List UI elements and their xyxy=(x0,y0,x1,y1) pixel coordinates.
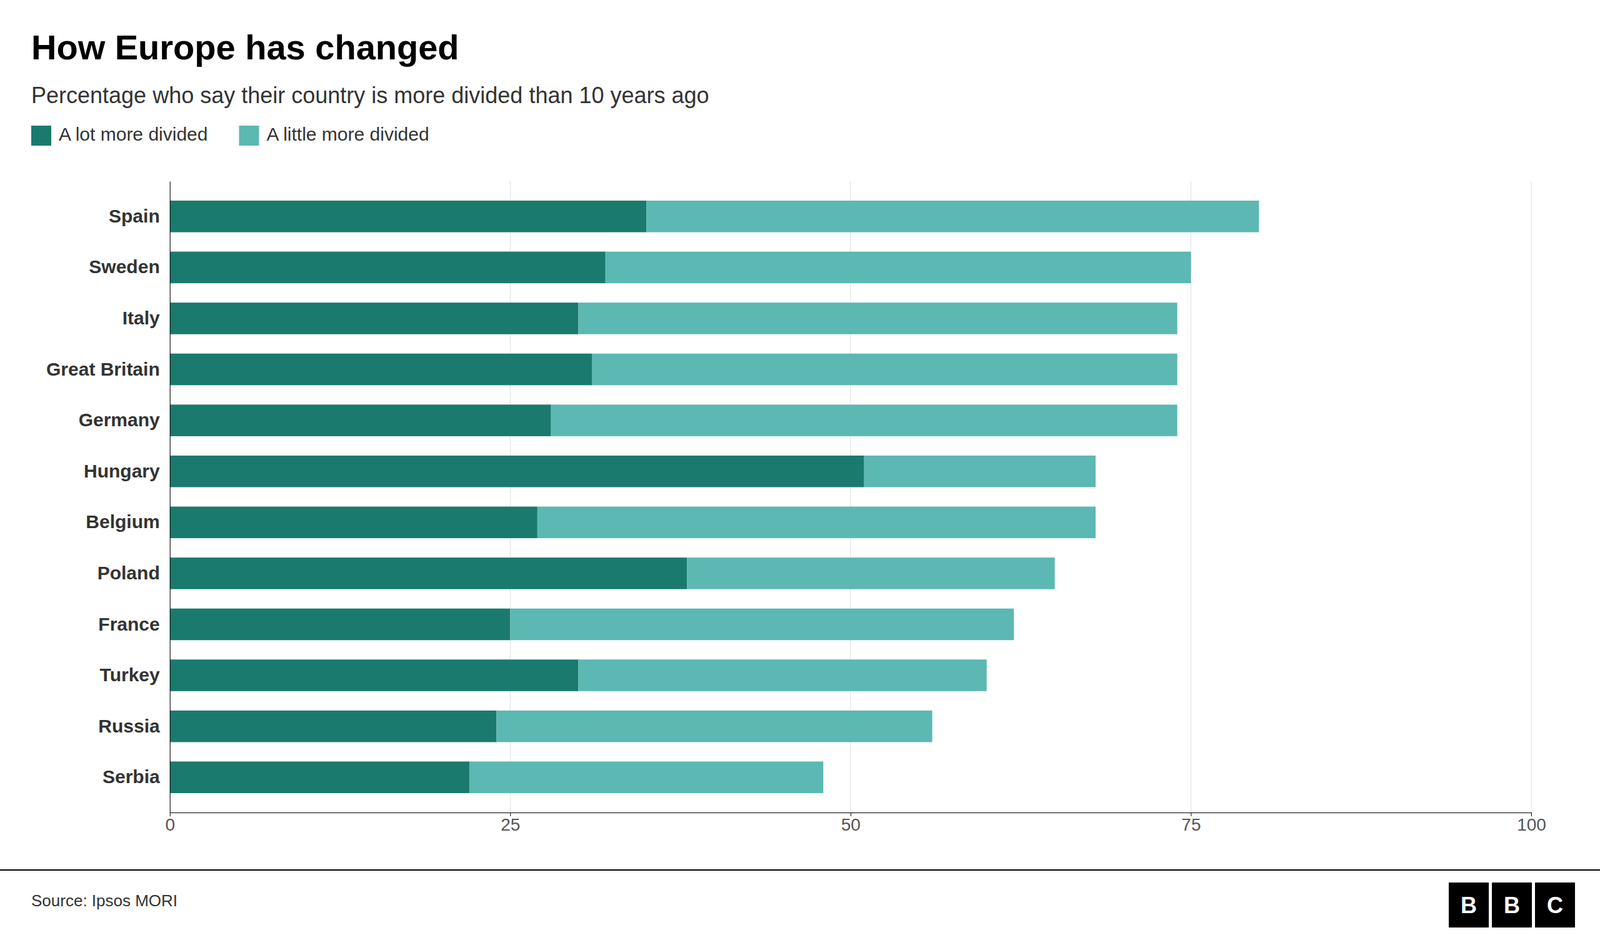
bar xyxy=(170,710,497,743)
y-tick: Turkey xyxy=(100,664,160,685)
bar xyxy=(864,455,1096,488)
series xyxy=(170,200,865,794)
title: How Europe has changed xyxy=(31,27,460,67)
bar xyxy=(170,302,579,335)
bar xyxy=(170,353,592,386)
source-rule xyxy=(0,869,1600,871)
y-tick-label: Spain xyxy=(108,205,160,227)
bars xyxy=(170,200,1260,794)
bar xyxy=(510,608,1014,641)
y-tick: Sweden xyxy=(88,256,160,277)
x-tick-label: 50 xyxy=(841,815,861,835)
bar xyxy=(578,302,1177,335)
chart: How Europe has changed Percentage who say… xyxy=(0,0,1600,950)
logo-box xyxy=(1491,882,1532,928)
grid xyxy=(170,181,1532,813)
logo: BBC xyxy=(1448,882,1575,928)
logo-letter: B xyxy=(1460,892,1477,919)
y-tick: Russia xyxy=(98,715,160,737)
y-tick-label: Italy xyxy=(122,307,160,329)
bar xyxy=(605,251,1192,284)
logo-letter: C xyxy=(1546,892,1564,919)
bar xyxy=(170,659,579,692)
bar xyxy=(170,404,552,437)
x-tick-label: 25 xyxy=(500,815,520,835)
subtitle: Percentage who say their country is more… xyxy=(31,82,710,109)
y-tick-label: Belgium xyxy=(85,511,160,532)
x-tick-label: 0 xyxy=(165,815,175,835)
y-tick-label: Sweden xyxy=(88,256,160,277)
x-axis: 0 25 50 75 100 xyxy=(165,812,1546,835)
y-tick-label: Russia xyxy=(98,715,160,737)
y-axis-line xyxy=(170,181,171,814)
bar xyxy=(170,455,865,488)
y-tick: France xyxy=(98,613,160,635)
bar xyxy=(170,557,688,590)
y-tick: Spain xyxy=(108,205,160,227)
bar xyxy=(170,200,647,233)
bar xyxy=(496,710,933,743)
bar xyxy=(551,404,1178,437)
legend-label: A lot more divided xyxy=(58,123,208,145)
x-tick: 100 xyxy=(1516,812,1547,835)
x-tick: 0 xyxy=(165,812,175,835)
grid-line xyxy=(169,181,170,813)
legend-swatch xyxy=(238,125,259,146)
legend: A lot more divided A little more divided xyxy=(31,123,430,146)
y-tick: Great Britain xyxy=(46,358,160,380)
x-tick-label: 100 xyxy=(1516,815,1547,835)
logo-box xyxy=(1448,882,1489,928)
x-tick-label: 75 xyxy=(1181,815,1201,835)
logo-box xyxy=(1535,882,1575,928)
logo-letter: B xyxy=(1503,892,1520,919)
y-tick-label: Hungary xyxy=(83,460,160,482)
y-tick-label: Serbia xyxy=(102,766,160,787)
y-tick-label: France xyxy=(98,613,160,635)
y-tick: Italy xyxy=(122,307,160,329)
y-tick: Germany xyxy=(78,409,160,430)
y-tick: Poland xyxy=(97,562,160,584)
bar xyxy=(170,761,470,794)
legend-label: A little more divided xyxy=(266,123,429,145)
grid-line xyxy=(1531,181,1532,813)
y-tick-label: Germany xyxy=(78,409,160,430)
bar xyxy=(591,353,1178,386)
y-tick-label: Turkey xyxy=(100,664,160,685)
y-axis: Spain Sweden Italy Great Britain Germany Hung… xyxy=(46,181,170,814)
bar xyxy=(170,506,538,539)
y-tick: Serbia xyxy=(102,766,160,787)
y-tick-label: Great Britain xyxy=(46,358,160,380)
legend-swatch xyxy=(31,125,52,146)
legend-item: A lot more divided xyxy=(31,123,208,146)
series xyxy=(469,200,1259,794)
x-tick: 50 xyxy=(841,812,861,835)
source: Source: Ipsos MORI xyxy=(31,891,178,910)
x-tick: 25 xyxy=(500,812,520,835)
bar xyxy=(686,557,1055,590)
y-tick: Hungary xyxy=(83,460,160,482)
y-tick-label: Poland xyxy=(97,562,160,584)
bar xyxy=(537,506,1096,539)
bar xyxy=(646,200,1259,233)
legend-item: A little more divided xyxy=(238,123,429,146)
y-tick: Belgium xyxy=(85,511,160,532)
bar xyxy=(170,251,606,284)
bar xyxy=(469,761,824,794)
bar xyxy=(170,608,511,641)
x-tick: 75 xyxy=(1181,812,1201,835)
bar xyxy=(578,659,987,692)
